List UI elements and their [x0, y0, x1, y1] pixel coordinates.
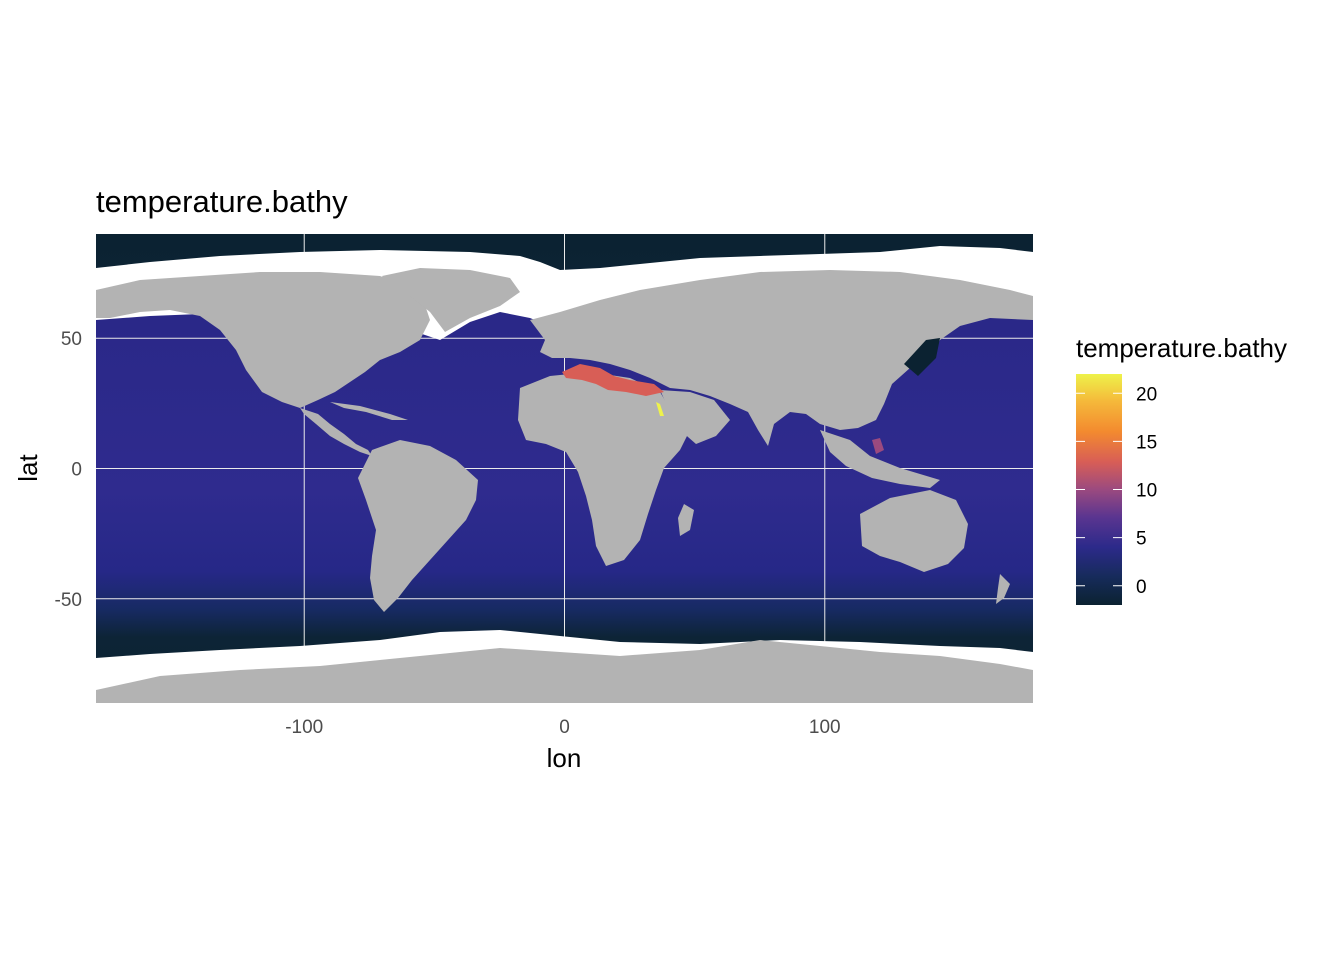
southeast-asia-islands — [820, 430, 940, 488]
sulu-sea — [872, 438, 884, 454]
legend-title: temperature.bathy — [1076, 333, 1287, 363]
x-tick-label: 0 — [559, 717, 570, 738]
south-america — [358, 440, 478, 612]
y-tick-label: 0 — [71, 460, 82, 481]
x-axis-ticks: -100 0 100 — [285, 717, 840, 738]
plot-title: temperature.bathy — [96, 184, 348, 219]
legend-label: 20 — [1136, 384, 1157, 405]
greenland — [382, 268, 520, 332]
legend-label: 15 — [1136, 432, 1157, 453]
map-panel — [96, 234, 1033, 703]
legend-label: 10 — [1136, 481, 1157, 502]
new-zealand — [996, 574, 1010, 604]
legend-label: 0 — [1136, 577, 1147, 598]
x-tick-label: 100 — [809, 717, 841, 738]
central-america — [300, 408, 372, 456]
europe-asia — [530, 270, 1033, 446]
mediterranean-sea — [562, 364, 664, 396]
africa — [518, 372, 690, 566]
arctic-ice-americas — [96, 246, 1033, 340]
y-axis-title: lat — [13, 453, 43, 481]
legend-ticks: 0 5 10 15 20 — [1076, 384, 1157, 598]
y-axis-ticks: -50 0 50 — [55, 329, 82, 611]
north-america — [96, 272, 430, 408]
madagascar — [678, 504, 694, 536]
australia — [860, 490, 968, 572]
x-axis-title: lon — [547, 743, 582, 773]
cuba-caribbean — [330, 402, 408, 420]
x-tick-label: -100 — [285, 717, 323, 738]
land-masses — [96, 268, 1033, 703]
sea-of-japan — [904, 338, 940, 376]
y-tick-label: -50 — [55, 590, 82, 611]
legend: temperature.bathy 0 5 10 15 20 — [1076, 333, 1287, 605]
arabia — [660, 390, 730, 444]
antarctica — [96, 640, 1033, 703]
legend-label: 5 — [1136, 529, 1147, 550]
y-tick-label: 50 — [61, 329, 82, 350]
red-sea — [656, 402, 664, 416]
